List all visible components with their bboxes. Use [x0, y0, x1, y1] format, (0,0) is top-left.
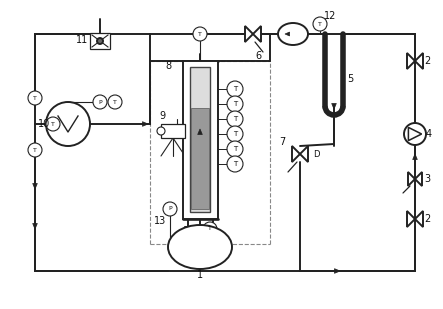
Text: T: T: [33, 95, 37, 100]
Polygon shape: [33, 223, 37, 229]
Text: 13: 13: [154, 216, 166, 226]
Text: T: T: [233, 146, 237, 152]
Circle shape: [97, 38, 103, 44]
Text: 2: 2: [424, 214, 430, 224]
Ellipse shape: [278, 23, 308, 45]
Text: T: T: [33, 147, 37, 153]
Text: T: T: [233, 161, 237, 167]
Text: T: T: [233, 116, 237, 122]
Circle shape: [227, 156, 243, 172]
Circle shape: [404, 123, 426, 145]
Circle shape: [227, 96, 243, 112]
Polygon shape: [415, 53, 423, 69]
Bar: [183, 61, 218, 219]
Circle shape: [93, 95, 107, 109]
Polygon shape: [33, 184, 37, 189]
Text: 6: 6: [255, 51, 261, 61]
Text: T: T: [233, 101, 237, 107]
Text: T: T: [113, 99, 117, 104]
Bar: [190, 67, 210, 212]
Polygon shape: [198, 129, 202, 134]
Polygon shape: [292, 146, 300, 162]
Text: T: T: [51, 121, 55, 126]
Circle shape: [108, 95, 122, 109]
Polygon shape: [334, 269, 340, 273]
Text: 8: 8: [166, 61, 172, 71]
Polygon shape: [408, 172, 415, 186]
Circle shape: [193, 27, 207, 41]
Polygon shape: [415, 211, 423, 227]
Circle shape: [46, 117, 60, 131]
Circle shape: [313, 17, 327, 31]
Polygon shape: [332, 104, 336, 109]
Text: 11: 11: [76, 35, 88, 45]
Polygon shape: [408, 127, 422, 141]
Text: 5: 5: [347, 74, 353, 84]
Bar: [161, 124, 185, 138]
Text: 3: 3: [424, 174, 430, 184]
Ellipse shape: [168, 225, 232, 269]
Polygon shape: [407, 53, 415, 69]
Polygon shape: [143, 122, 148, 126]
Polygon shape: [415, 172, 422, 186]
Text: T: T: [198, 32, 202, 36]
Text: 7: 7: [279, 137, 285, 147]
Polygon shape: [413, 154, 417, 159]
Text: T: T: [208, 226, 212, 231]
Circle shape: [163, 202, 177, 216]
Polygon shape: [407, 211, 415, 227]
Text: T: T: [233, 86, 237, 92]
Text: T: T: [233, 131, 237, 137]
Bar: [90, 33, 110, 49]
Text: 4: 4: [426, 129, 432, 139]
Polygon shape: [300, 146, 308, 162]
Text: 10: 10: [38, 119, 50, 129]
Text: 12: 12: [324, 11, 336, 21]
Circle shape: [157, 127, 165, 135]
Polygon shape: [253, 26, 261, 42]
Text: D: D: [313, 150, 319, 159]
Text: P: P: [168, 206, 172, 211]
Circle shape: [203, 222, 217, 236]
Text: 9: 9: [159, 111, 165, 121]
Text: P: P: [98, 99, 102, 104]
Circle shape: [227, 141, 243, 157]
Circle shape: [46, 102, 90, 146]
Circle shape: [227, 81, 243, 97]
Circle shape: [227, 126, 243, 142]
Circle shape: [28, 143, 42, 157]
Bar: [191, 108, 209, 209]
Text: 2: 2: [424, 56, 430, 66]
Polygon shape: [285, 32, 290, 36]
Polygon shape: [245, 26, 253, 42]
Text: 1: 1: [197, 270, 203, 280]
Circle shape: [227, 111, 243, 127]
Circle shape: [28, 91, 42, 105]
Text: T: T: [318, 22, 322, 27]
